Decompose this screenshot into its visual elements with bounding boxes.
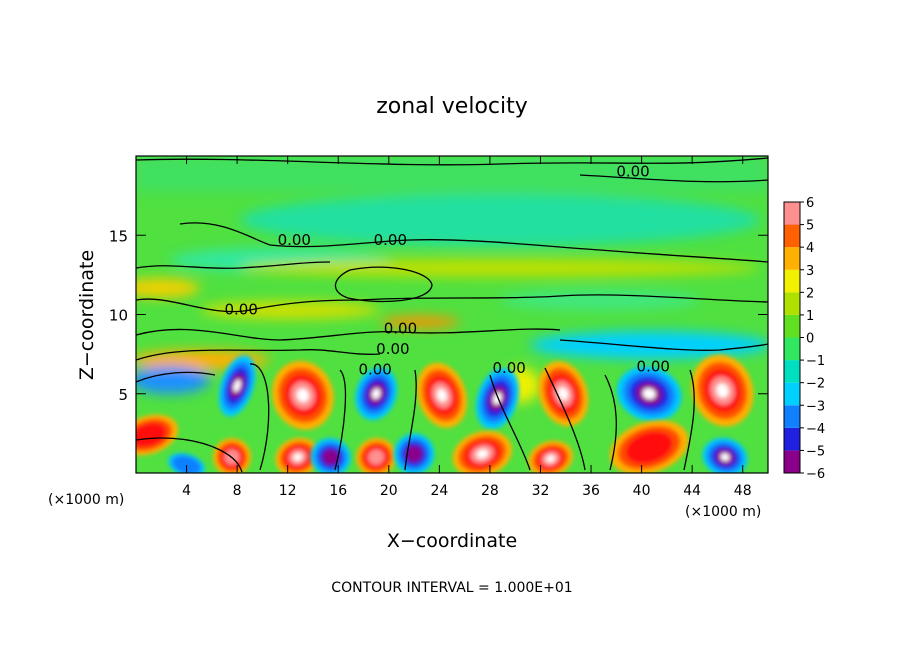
colorbar-tick-label: −5 [806,444,825,459]
colorbar-tick-label: 1 [806,309,814,324]
extreme-cell [475,367,520,430]
contour-label-text: 0.00 [637,358,670,376]
x-tick-label: 16 [329,483,347,499]
contour-label: 0.00 [358,361,391,379]
x-unit-left: (×1000 m) [48,492,124,508]
contour-label-text: 0.00 [492,359,525,377]
colorbar-swatch [784,247,800,270]
extreme-cell [136,414,179,456]
colorbar-swatch [784,202,800,225]
contour-label-text: 0.00 [376,340,409,358]
contour-label: 0.00 [384,320,417,338]
y-tick-label: 5 [118,386,128,404]
colorbar-tick-label: 0 [806,332,814,347]
extreme-cell [702,437,748,473]
contour-label: 0.00 [278,231,311,249]
colorbar-tick-label: −2 [806,377,825,392]
colorbar-tick-label: 2 [806,286,814,301]
contour-label-text: 0.00 [384,320,417,338]
colorbar-swatches [784,202,800,473]
contour-label-text: 0.00 [374,231,407,249]
x-tick-label: 20 [380,483,398,499]
y-tick-label: 10 [109,307,128,325]
colorbar-tick-label: −3 [806,399,825,414]
y-tick-label: 15 [109,227,128,245]
x-tick-label: 24 [430,483,448,499]
extreme-cell [272,360,334,430]
extreme-cell [528,440,573,473]
y-axis-label: Z−coordinate [76,250,98,380]
x-tick-label: 44 [683,483,701,499]
contour-label: 0.00 [376,340,409,358]
contour-label-text: 0.00 [616,163,649,181]
contour-interval-footer: CONTOUR INTERVAL = 1.000E+01 [331,580,572,596]
field-bands [136,156,768,403]
extreme-cell [218,355,256,417]
contour-label: 0.00 [374,231,407,249]
colorbar-swatch [784,382,800,406]
colorbar: 6 5 4 3 2 1 0 −1 −2 −3 −4 −5 −6 [783,196,825,482]
chart-title: zonal velocity [376,94,528,119]
colorbar-tick-label: −4 [806,422,825,437]
x-tick-label: 8 [233,483,242,499]
extreme-cell [616,366,682,422]
zero-contours [136,157,768,473]
colorbar-swatch [784,337,800,361]
colorbar-tick-label: 3 [806,264,814,279]
colorbar-tick-label: 4 [806,241,814,256]
extreme-cell [275,437,321,473]
contour-labels: 0.00 0.00 0.00 0.00 0.00 0.00 0.00 0.00 0.00 [224,163,670,379]
colorbar-swatch [784,450,800,473]
extreme-cell [355,367,398,421]
contour-label-text: 0.00 [278,231,311,249]
extreme-cell [356,438,397,473]
x-tick-label: 48 [734,483,752,499]
colorbar-tick-label: 5 [806,219,814,234]
contour-label: 0.00 [492,359,525,377]
contour-label-text: 0.00 [224,301,257,319]
x-tick-label: 40 [633,483,651,499]
colorbar-swatch [784,292,800,315]
colorbar-swatch [784,427,800,451]
colorbar-swatch [784,224,800,248]
x-axis-ticks: 4 8 12 16 20 24 28 32 36 40 44 48 [182,156,752,499]
colorbar-swatch [784,360,800,383]
extreme-cell [452,430,512,473]
contour-label: 0.00 [616,163,649,181]
extreme-cell [691,354,754,427]
contour-label-text: 0.00 [358,361,391,379]
extreme-cell [538,361,589,427]
colorbar-swatch [784,405,800,428]
colorbar-swatch [784,269,800,293]
x-tick-label: 12 [279,483,297,499]
contour-label: 0.00 [637,358,670,376]
x-tick-label: 32 [532,483,550,499]
plot-area: 0.00 0.00 0.00 0.00 0.00 0.00 0.00 0.00 0.00 [136,156,768,473]
extreme-cell [609,420,689,473]
colorbar-ticks: 6 5 4 3 2 1 0 −1 −2 −3 −4 −5 −6 [800,196,825,482]
x-unit-right: (×1000 m) [685,504,761,520]
x-tick-label: 28 [481,483,499,499]
extreme-cell [416,362,467,428]
colorbar-tick-label: 6 [806,196,814,211]
x-axis-label: X−coordinate [387,530,517,552]
colorbar-tick-label: −6 [806,467,825,482]
contour-label: 0.00 [224,301,257,319]
x-tick-label: 36 [582,483,600,499]
colorbar-swatch [784,314,800,338]
x-tick-label: 4 [182,483,191,499]
y-axis-ticks: 5 10 15 [109,227,768,404]
colorbar-tick-label: −1 [806,354,825,369]
